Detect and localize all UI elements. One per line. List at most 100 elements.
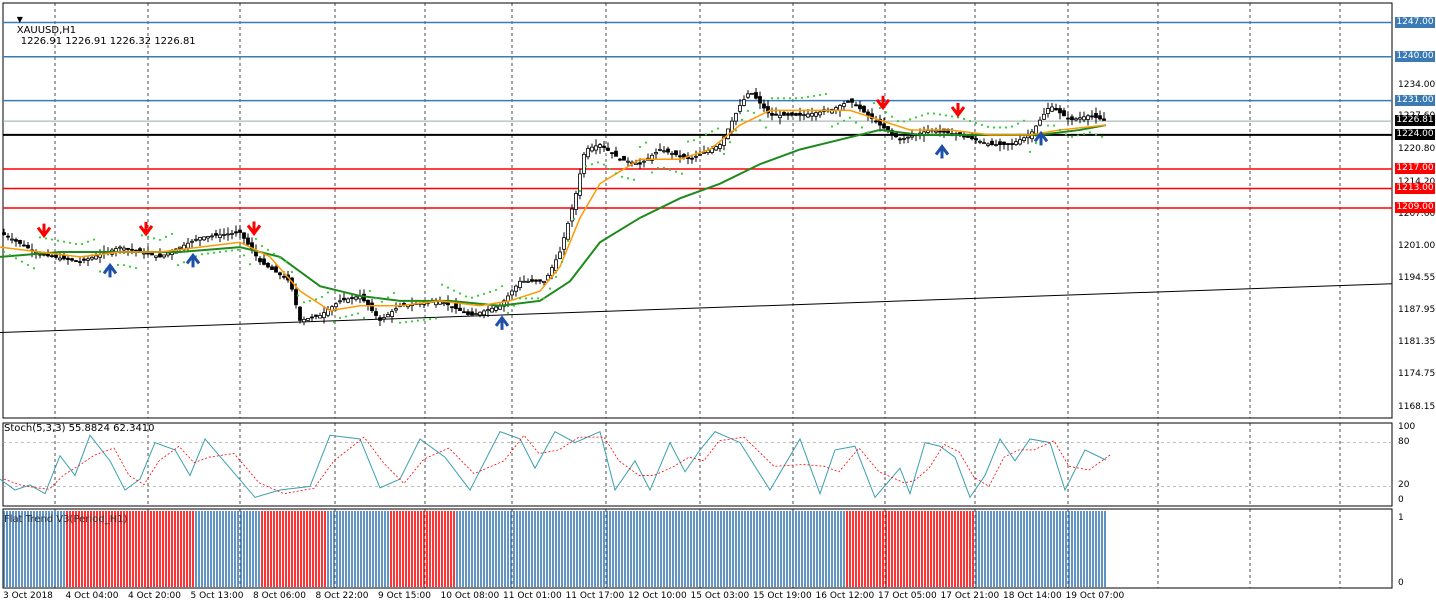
candle-body: [82, 258, 86, 261]
candle-body: [982, 142, 986, 145]
candle-body: [94, 255, 98, 260]
flat-trend-pane-frame: [2, 508, 1393, 589]
sar-dot: [524, 297, 528, 300]
sar-dot: [968, 119, 972, 123]
collapse-triangle-icon[interactable]: ▼: [16, 15, 23, 24]
ma-slow-line: [0, 124, 1107, 307]
candle-body: [662, 150, 666, 153]
candle-body: [926, 130, 930, 133]
candle-body: [1094, 113, 1098, 118]
candle-body: [994, 144, 998, 146]
sar-dot: [26, 263, 30, 267]
candle-body: [1038, 119, 1042, 126]
sar-dot: [542, 297, 546, 300]
sar-dot: [254, 237, 258, 240]
candle-body: [166, 252, 170, 256]
candle-body: [350, 297, 354, 299]
sell-arrow: [875, 95, 891, 111]
sar-dot: [434, 317, 438, 320]
candle-body: [894, 133, 898, 138]
candle-body: [6, 235, 10, 238]
price-level-tag: 1209.00: [1395, 202, 1435, 214]
candle-body: [694, 155, 698, 158]
sar-dot: [152, 237, 156, 240]
candle-body: [782, 112, 786, 116]
candle-body: [810, 112, 814, 117]
sar-dot: [734, 129, 738, 132]
candle-body: [858, 104, 862, 110]
candle-body: [598, 144, 602, 148]
candle-body: [22, 244, 26, 247]
sar-dot: [1028, 150, 1032, 154]
candle-body: [1102, 118, 1106, 121]
candle-body: [294, 289, 298, 306]
sar-dot: [812, 94, 816, 98]
time-tick-label: 17 Oct 21:00: [940, 591, 1000, 601]
candle-body: [738, 105, 742, 112]
candle-body: [70, 258, 74, 261]
candle-body: [1066, 117, 1070, 120]
candle-body: [1086, 115, 1090, 120]
sar-dot: [800, 96, 804, 99]
candle-body: [318, 315, 322, 319]
candle-body: [718, 144, 722, 149]
candle-body: [1070, 116, 1074, 121]
sar-dot: [602, 163, 606, 166]
flat-trend-title: Flat Trend V3(Period_H1): [4, 514, 128, 525]
candle-body: [1006, 143, 1010, 145]
sar-dot: [866, 131, 870, 134]
candle-body: [1082, 116, 1086, 121]
candle-body: [386, 314, 390, 318]
candle-body: [762, 103, 766, 109]
candle-body: [582, 153, 586, 174]
sar-dot: [74, 242, 78, 246]
candle-body: [850, 98, 854, 103]
time-tick-label: 9 Oct 15:00: [378, 591, 431, 601]
candle-body: [526, 280, 530, 283]
candle-body: [78, 261, 82, 263]
candle-body: [674, 150, 678, 156]
sar-dot: [128, 265, 132, 268]
candle-body: [750, 92, 754, 95]
sar-dot: [56, 239, 60, 242]
candle-body: [334, 303, 338, 308]
sar-dot: [218, 250, 222, 254]
sar-dot: [920, 114, 924, 117]
candle-body: [458, 307, 462, 311]
sar-dot: [428, 318, 432, 321]
candle-body: [198, 236, 202, 241]
buy-arrow: [934, 144, 950, 159]
sar-dot: [380, 300, 384, 303]
sar-dot: [512, 304, 516, 307]
candle-body: [742, 99, 746, 106]
time-tick-label: 15 Oct 19:00: [753, 591, 812, 601]
candle-body: [534, 279, 538, 282]
sar-dot: [878, 106, 882, 110]
candle-body: [302, 318, 306, 323]
sar-dot: [356, 312, 360, 315]
sar-dot: [830, 125, 834, 128]
sar-dot: [728, 141, 732, 144]
time-tick-label: 15 Oct 03:00: [690, 591, 750, 601]
candle-body: [1022, 137, 1026, 141]
candle-body: [846, 100, 850, 103]
price-tick-label: 1207.60: [1398, 208, 1436, 219]
price-pane-frame: [2, 2, 1393, 419]
time-tick-label: 8 Oct 06:00: [253, 591, 306, 601]
candle-body: [158, 253, 162, 258]
candle-body: [658, 149, 662, 151]
sar-dot: [1016, 122, 1020, 125]
candle-body: [518, 280, 522, 289]
sar-dot: [98, 270, 102, 273]
sar-dot: [1100, 135, 1104, 138]
stoch-level-label: 80: [1398, 436, 1410, 447]
sar-dot: [854, 121, 858, 124]
candle-body: [486, 309, 490, 312]
candle-body: [974, 138, 978, 141]
candle-body: [702, 151, 706, 154]
sar-dot: [338, 316, 342, 320]
candle-body: [794, 113, 798, 116]
sar-dot: [746, 109, 750, 112]
